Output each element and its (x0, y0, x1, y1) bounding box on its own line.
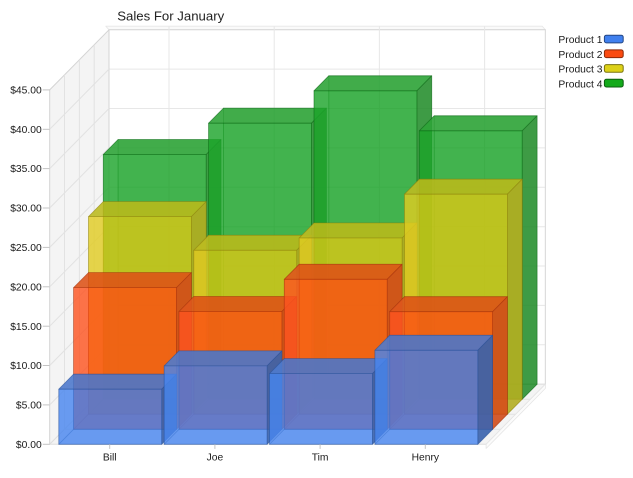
svg-text:Product 1: Product 1 (558, 35, 602, 46)
svg-text:$45.00: $45.00 (10, 86, 42, 97)
svg-text:$15.00: $15.00 (10, 322, 42, 333)
svg-text:Product 3: Product 3 (558, 65, 602, 76)
svg-text:Product 2: Product 2 (558, 50, 602, 61)
svg-text:$40.00: $40.00 (10, 125, 42, 136)
svg-text:$10.00: $10.00 (10, 361, 42, 372)
svg-text:$25.00: $25.00 (10, 243, 42, 254)
svg-text:Sales For January: Sales For January (117, 9, 224, 24)
svg-text:Joe: Joe (207, 453, 224, 464)
svg-text:$5.00: $5.00 (16, 401, 42, 412)
svg-text:$20.00: $20.00 (10, 282, 42, 293)
svg-text:Bill: Bill (103, 453, 117, 464)
svg-text:$30.00: $30.00 (10, 204, 42, 215)
svg-text:Tim: Tim (312, 453, 329, 464)
svg-text:Product 4: Product 4 (558, 79, 602, 90)
svg-text:$0.00: $0.00 (16, 440, 42, 451)
svg-text:Henry: Henry (412, 453, 440, 464)
svg-text:$35.00: $35.00 (10, 164, 42, 175)
